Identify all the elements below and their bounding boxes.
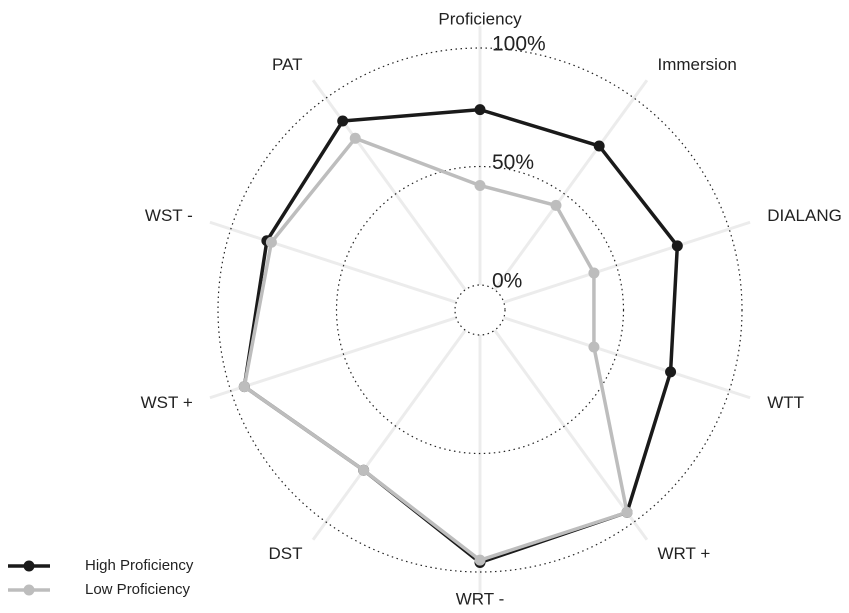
tick-label: 0% xyxy=(492,270,522,293)
axis-label: DIALANG xyxy=(767,206,842,225)
spoke xyxy=(493,329,649,541)
axis-label: WRT + xyxy=(658,544,711,563)
data-point xyxy=(474,554,486,566)
legend-dot xyxy=(23,584,35,596)
data-point xyxy=(588,341,600,353)
data-point xyxy=(474,179,486,191)
legend-label: Low Proficiency xyxy=(85,581,191,598)
grid-circle xyxy=(454,284,506,336)
series-line xyxy=(242,136,629,562)
spoke xyxy=(209,316,457,400)
data-point xyxy=(621,506,633,518)
axis-label: Proficiency xyxy=(438,9,522,28)
axis-label: WRT - xyxy=(456,589,504,608)
axis-label: WST - xyxy=(145,206,193,225)
spoke xyxy=(493,79,649,291)
data-point xyxy=(474,104,486,116)
axis-label: Immersion xyxy=(658,55,737,74)
spoke xyxy=(311,79,467,291)
data-point xyxy=(358,464,370,476)
series xyxy=(238,132,633,566)
data-point xyxy=(265,236,277,248)
grid-circle xyxy=(335,165,625,455)
data-point xyxy=(550,199,562,211)
data-point xyxy=(665,366,677,378)
axis-label: DST xyxy=(268,544,302,563)
spoke xyxy=(503,220,751,304)
axis-label: WTT xyxy=(767,393,804,412)
tick-label: 50% xyxy=(492,151,534,174)
spoke xyxy=(209,220,457,304)
grid-circle xyxy=(217,47,743,573)
data-point xyxy=(588,267,600,279)
spoke xyxy=(503,316,751,400)
data-point xyxy=(238,381,250,393)
data-point xyxy=(337,115,349,127)
axis-label: PAT xyxy=(272,55,303,74)
legend-label: High Proficiency xyxy=(85,557,194,574)
legend-dot xyxy=(23,560,35,572)
tick-label: 100% xyxy=(492,33,546,56)
data-point xyxy=(349,132,361,144)
spoke xyxy=(311,329,467,541)
data-point xyxy=(593,140,605,152)
data-point xyxy=(671,240,683,252)
axis-label: WST + xyxy=(141,393,193,412)
